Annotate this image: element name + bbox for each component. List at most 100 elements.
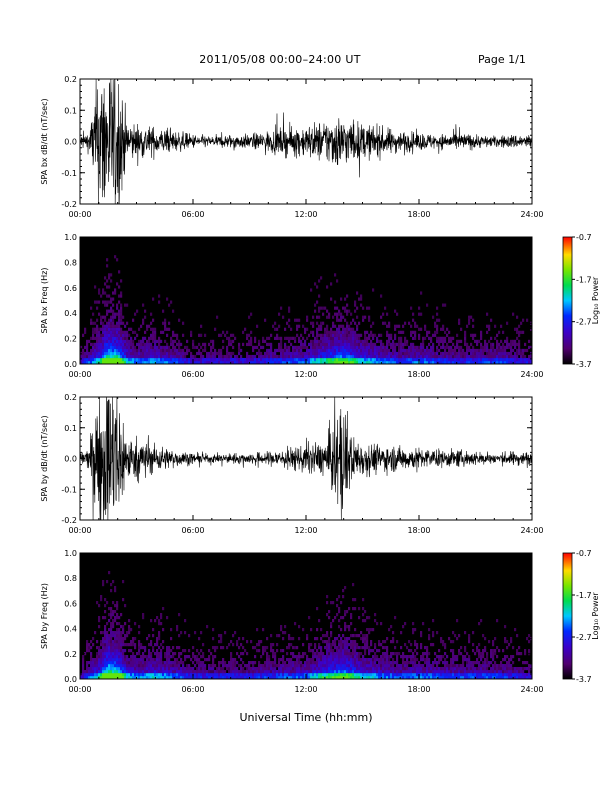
heatmap-cell xyxy=(492,342,495,347)
heatmap-cell xyxy=(106,285,109,289)
heatmap-cell xyxy=(460,676,463,680)
heatmap-cell xyxy=(118,333,121,337)
heatmap-cell xyxy=(506,640,509,644)
heatmap-cell xyxy=(128,342,131,347)
heatmap-cell xyxy=(322,357,325,362)
heatmap-cell xyxy=(398,357,401,362)
heatmap-cell xyxy=(494,357,497,362)
heatmap-cell xyxy=(118,667,121,671)
heatmap-cell xyxy=(150,667,153,671)
heatmap-cell xyxy=(176,670,179,674)
heatmap-cell xyxy=(502,649,505,653)
heatmap-cell xyxy=(282,673,285,677)
heatmap-cell xyxy=(84,345,87,350)
heatmap-cell xyxy=(198,360,201,365)
heatmap-cell xyxy=(378,339,381,344)
heatmap-cell xyxy=(226,330,229,334)
heatmap-cell xyxy=(200,357,203,362)
heatmap-cell xyxy=(370,640,373,644)
heatmap-cell xyxy=(388,670,391,674)
heatmap-cell xyxy=(390,354,393,359)
heatmap-cell xyxy=(222,330,225,334)
heatmap-cell xyxy=(524,676,527,680)
heatmap-cell xyxy=(388,339,391,344)
heatmap-cell xyxy=(278,658,281,662)
heatmap-cell xyxy=(476,661,479,665)
heatmap-cell xyxy=(396,351,399,356)
heatmap-cell xyxy=(344,673,347,677)
heatmap-cell xyxy=(404,321,407,325)
heatmap-cell xyxy=(410,345,413,350)
heatmap-cell xyxy=(454,658,457,662)
heatmap-cell xyxy=(342,354,345,359)
heatmap-cell xyxy=(388,324,391,328)
heatmap-cell xyxy=(458,676,461,680)
heatmap-cell xyxy=(400,336,403,341)
heatmap-cell xyxy=(102,667,105,671)
heatmap-cell xyxy=(220,348,223,353)
heatmap-cell xyxy=(120,649,123,653)
heatmap-cell xyxy=(200,360,203,365)
heatmap-cell xyxy=(424,646,427,650)
heatmap-cell xyxy=(172,348,175,353)
heatmap-cell xyxy=(344,613,347,617)
heatmap-cell xyxy=(518,342,521,347)
heatmap-cell xyxy=(96,351,99,356)
heatmap-cell xyxy=(324,306,327,310)
heatmap-cell xyxy=(304,351,307,356)
heatmap-cell xyxy=(232,667,235,671)
heatmap-cell xyxy=(196,649,199,653)
heatmap-cell xyxy=(332,333,335,337)
heatmap-cell xyxy=(522,670,525,674)
heatmap-cell xyxy=(308,649,311,653)
heatmap-cell xyxy=(502,667,505,671)
heatmap-cell xyxy=(370,345,373,350)
heatmap-cell xyxy=(244,360,247,365)
heatmap-cell xyxy=(412,670,415,674)
heatmap-cell xyxy=(94,330,97,334)
heatmap-cell xyxy=(96,339,99,344)
heatmap-cell xyxy=(286,357,289,362)
heatmap-cell xyxy=(136,333,139,337)
heatmap-cell xyxy=(422,357,425,362)
heatmap-cell xyxy=(352,607,355,611)
heatmap-cell xyxy=(202,670,205,674)
heatmap-cell xyxy=(168,646,171,650)
heatmap-cell xyxy=(486,354,489,359)
heatmap-cell xyxy=(336,613,339,617)
heatmap-cell xyxy=(284,631,287,635)
heatmap-cell xyxy=(262,336,265,341)
heatmap-cell xyxy=(376,655,379,659)
heatmap-cell xyxy=(100,670,103,674)
heatmap-cell xyxy=(110,613,113,617)
heatmap-cell xyxy=(326,327,329,331)
heatmap-cell xyxy=(484,661,487,665)
heatmap-cell xyxy=(148,643,151,647)
heatmap-cell xyxy=(332,661,335,665)
heatmap-cell xyxy=(338,676,341,680)
heatmap-cell xyxy=(456,619,459,623)
heatmap-cell xyxy=(372,360,375,365)
heatmap-cell xyxy=(306,655,309,659)
heatmap-cell xyxy=(156,616,159,620)
heatmap-cell xyxy=(394,348,397,353)
heatmap-cell xyxy=(180,670,183,674)
heatmap-cell xyxy=(106,652,109,656)
heatmap-cell xyxy=(136,351,139,356)
heatmap-cell xyxy=(302,342,305,347)
heatmap-cell xyxy=(208,673,211,677)
heatmap-cell xyxy=(280,357,283,362)
heatmap-cell xyxy=(430,339,433,344)
heatmap-cell xyxy=(114,643,117,647)
heatmap-cell xyxy=(436,676,439,680)
heatmap-cell xyxy=(110,357,113,362)
heatmap-cell xyxy=(122,655,125,659)
heatmap-cell xyxy=(338,324,341,328)
heatmap-cell xyxy=(480,664,483,668)
heatmap-cell xyxy=(204,670,207,674)
heatmap-cell xyxy=(364,348,367,353)
heatmap-cell xyxy=(100,342,103,347)
heatmap-cell xyxy=(332,676,335,680)
heatmap-cell xyxy=(196,360,199,365)
heatmap-cell xyxy=(386,658,389,662)
